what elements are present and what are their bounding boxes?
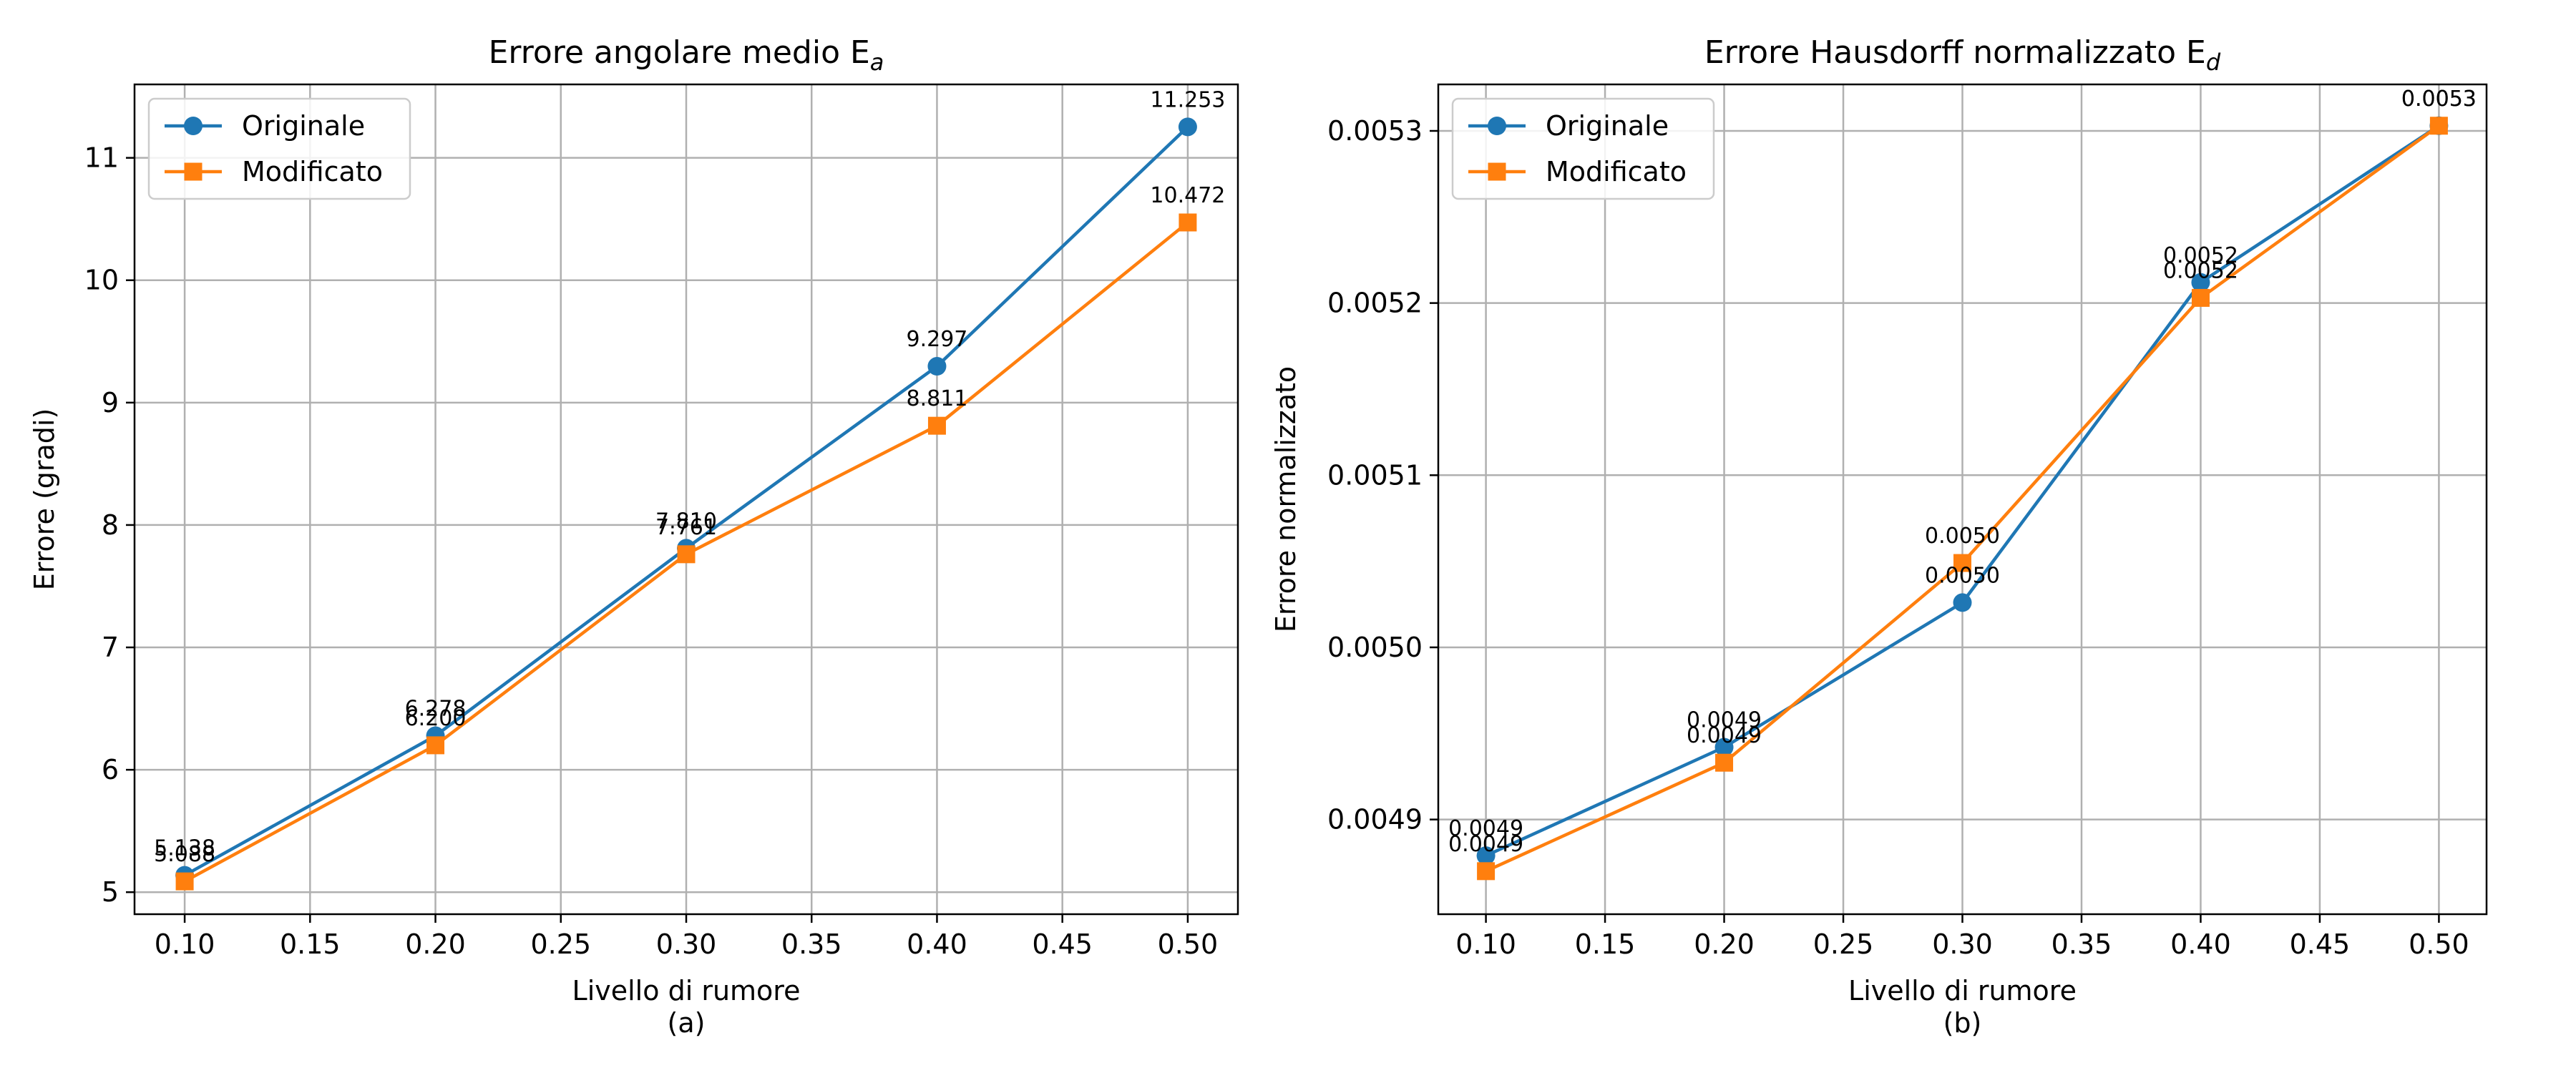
legend-box <box>1451 97 1715 200</box>
x-tick-label: 0.20 <box>405 929 466 960</box>
y-tick-label: 0.0052 <box>1327 288 1423 319</box>
data-label-originale: 0.0049 <box>1448 816 1523 841</box>
x-tick-label: 0.25 <box>1813 929 1874 960</box>
data-label-modificato: 6.200 <box>405 706 467 731</box>
x-tick-label: 0.50 <box>2409 929 2469 960</box>
data-point-modificato <box>1477 862 1496 881</box>
data-point-modificato <box>2429 117 2448 135</box>
y-tick-label: 10 <box>84 265 119 296</box>
y-tick-label: 9 <box>102 387 119 418</box>
panel-b-grid <box>1438 84 2487 914</box>
panel-a-chart: Errore angolare medio Ea 0.10 0.15 0.20 0.2… <box>29 34 1239 1039</box>
data-label-originale: 11.253 <box>1150 87 1225 112</box>
panel-b-caption: (b) <box>1943 1007 1982 1039</box>
data-label-originale: 0.0049 <box>1687 708 1762 733</box>
x-tick-label: 0.50 <box>1158 929 1219 960</box>
legend-marker-originale <box>184 117 203 135</box>
data-label-modificato: 0.0049 <box>1448 832 1523 857</box>
data-label-originale: 6.278 <box>405 697 467 722</box>
legend-label-originale: Originale <box>1546 110 1669 142</box>
x-tick-label: 0.20 <box>1694 929 1755 960</box>
data-label-modificato: 5.088 <box>154 842 215 867</box>
data-point-originale <box>927 357 947 376</box>
x-tick-label: 0.25 <box>530 929 591 960</box>
panel-a-caption: (a) <box>668 1007 706 1039</box>
panel-a-ylabel: Errore (gradi) <box>29 408 60 591</box>
panel-a-series: 5.138 6.278 7.810 9.297 11.253 5.088 6.200 7.76… <box>154 87 1225 891</box>
data-label-originale: 0.0052 <box>2163 243 2238 268</box>
x-tick-label: 0.40 <box>2170 929 2231 960</box>
panel-a-axes: 0.10 0.15 0.20 0.25 0.30 0.35 0.40 0.45 0.50 5 6 7 8… <box>84 83 1239 960</box>
panel-a-grid <box>135 84 1238 914</box>
data-point-modificato <box>1179 213 1197 232</box>
data-label-modificato: 0.0053 <box>2401 87 2477 112</box>
panel-a-legend: Originale Modificato <box>147 97 411 200</box>
panel-b-chart: Errore Hausdorff normalizzato Ed 0.10 0.1… <box>1270 34 2488 1039</box>
legend-label-modificato: Modificato <box>242 156 383 187</box>
y-tick-label: 11 <box>84 142 119 174</box>
data-label-modificato: 10.472 <box>1150 183 1225 208</box>
x-tick-label: 0.30 <box>1932 929 1993 960</box>
data-label-modificato: 0.0050 <box>1925 524 2000 549</box>
legend-label-originale: Originale <box>242 110 365 142</box>
y-tick-label: 8 <box>102 509 119 541</box>
data-point-modificato <box>1953 554 1971 572</box>
x-tick-label: 0.15 <box>280 929 341 960</box>
panel-b-xlabel: Livello di rumore <box>1848 975 2077 1006</box>
data-point-originale <box>1476 846 1496 866</box>
data-label-modificato: 7.761 <box>655 515 717 540</box>
legend-marker-modificato <box>1488 162 1506 181</box>
data-label-originale: 5.138 <box>154 836 215 861</box>
legend-box <box>147 97 411 200</box>
y-tick-label: 0.0049 <box>1327 804 1423 836</box>
data-point-originale <box>1953 593 1972 612</box>
x-tick-label: 0.35 <box>781 929 842 960</box>
data-point-modificato <box>677 545 696 564</box>
x-tick-label: 0.10 <box>1455 929 1516 960</box>
x-tick-label: 0.45 <box>1032 929 1093 960</box>
data-label-originale: 0.0053 <box>2401 87 2477 112</box>
data-label-originale: 0.0050 <box>1925 563 2000 588</box>
plot-frame <box>1437 83 2488 916</box>
x-tick-label: 0.30 <box>656 929 717 960</box>
y-tick-label: 0.0051 <box>1327 459 1423 491</box>
y-tick-label: 0.0053 <box>1327 115 1423 147</box>
data-point-modificato <box>927 416 946 435</box>
data-point-modificato <box>1715 753 1734 772</box>
x-tick-label: 0.35 <box>2051 929 2112 960</box>
panel-b-title: Errore Hausdorff normalizzato Ed <box>1704 34 2221 76</box>
legend-marker-modificato <box>184 162 203 181</box>
legend-marker-originale <box>1488 117 1506 135</box>
panel-b-axes: 0.10 0.15 0.20 0.25 0.30 0.35 0.40 0.45 0.50 0.00… <box>1327 83 2488 960</box>
data-label-originale: 9.297 <box>907 327 968 352</box>
data-point-originale <box>1178 117 1197 137</box>
data-point-modificato <box>426 736 445 755</box>
x-tick-label: 0.45 <box>2290 929 2351 960</box>
data-label-originale: 7.810 <box>655 509 717 534</box>
panel-b-legend: Originale Modificato <box>1451 97 1715 200</box>
data-point-modificato <box>175 872 194 891</box>
panel-a-title: Errore angolare medio Ea <box>489 34 884 76</box>
panel-b-ylabel: Errore normalizzato <box>1270 366 1302 632</box>
y-tick-label: 7 <box>102 632 119 663</box>
x-tick-label: 0.15 <box>1575 929 1636 960</box>
data-label-modificato: 8.811 <box>907 386 968 411</box>
y-tick-label: 6 <box>102 754 119 785</box>
data-label-modificato: 0.0049 <box>1687 723 1762 748</box>
plot-frame <box>133 83 1239 916</box>
panel-b-series: 0.00490.00490.00500.00520.00530.00490.00… <box>1448 87 2477 881</box>
x-tick-label: 0.10 <box>155 929 215 960</box>
y-tick-label: 5 <box>102 876 119 908</box>
panel-a-xlabel: Livello di rumore <box>572 975 801 1006</box>
data-point-originale <box>2191 273 2210 292</box>
data-label-modificato: 0.0052 <box>2163 258 2238 283</box>
data-point-originale <box>1714 738 1734 757</box>
x-tick-label: 0.40 <box>907 929 967 960</box>
legend-label-modificato: Modificato <box>1546 156 1687 187</box>
y-tick-label: 0.0050 <box>1327 632 1423 663</box>
data-point-modificato <box>2191 288 2210 307</box>
